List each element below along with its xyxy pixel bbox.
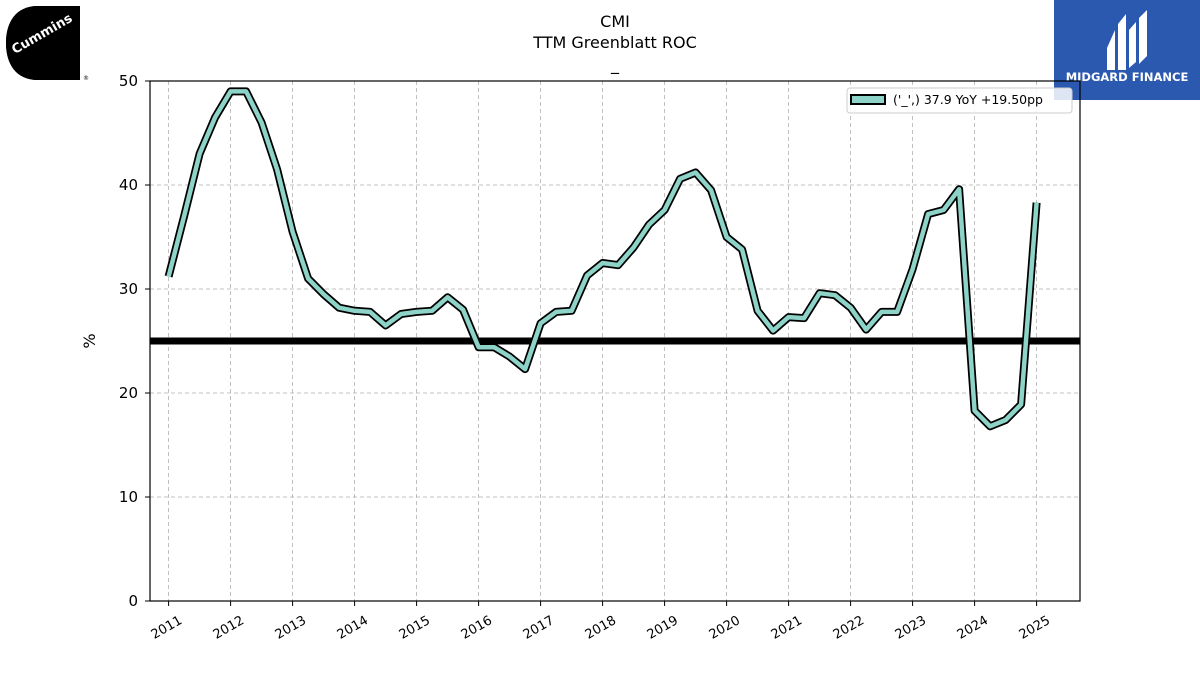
y-tick-label: 20	[119, 384, 138, 402]
x-tick-label: 2020	[707, 613, 743, 643]
legend-box	[846, 87, 1073, 114]
y-tick-label: 50	[119, 72, 138, 90]
svg-text:®: ®	[83, 75, 89, 82]
midgard-emblem-icon	[1107, 10, 1147, 70]
x-axis: 2011 2012 2013 2014 2015 2016 2017 2018 2019 2020…	[149, 601, 1053, 643]
series-line	[166, 89, 1039, 429]
cummins-logo: Cummins ®	[6, 6, 89, 82]
x-tick-label: 2017	[521, 613, 557, 643]
legend-label: ('_',) 37.9 YoY +19.50pp	[893, 92, 1043, 107]
x-tick-label: 2022	[831, 613, 867, 643]
midgard-logo-background	[1054, 0, 1200, 100]
x-tick-label: 2023	[893, 613, 929, 643]
chart-subtitle: TTM Greenblatt ROC	[532, 33, 697, 52]
x-tick-label: 2016	[459, 613, 495, 643]
plot-area: 0 10 20 30 40 50 2011 2012 2013 2014 2015 2016 2017…	[80, 72, 1081, 643]
plot-frame	[149, 80, 1081, 602]
y-axis: 0 10 20 30 40 50	[119, 72, 150, 610]
y-tick-label: 10	[119, 488, 138, 506]
legend: ('_',) 37.9 YoY +19.50pp	[846, 87, 1073, 114]
x-tick-label: 2014	[335, 613, 371, 643]
x-tick-label: 2024	[955, 613, 991, 643]
x-tick-label: 2025	[1017, 613, 1053, 643]
x-tick-label: 2019	[645, 613, 681, 643]
y-tick-label: 30	[119, 280, 138, 298]
y-axis-label: %	[80, 333, 99, 348]
chart-title: CMI	[600, 12, 630, 31]
x-tick-label: 2021	[769, 613, 805, 643]
series-layer	[164, 87, 1041, 431]
legend-swatch	[850, 94, 886, 105]
midgard-finance-logo: MIDGARD FINANCE	[1054, 0, 1200, 100]
y-tick-label: 40	[119, 176, 138, 194]
chart-marker: _	[610, 55, 620, 75]
midgard-logo-text: MIDGARD FINANCE	[1066, 70, 1189, 84]
x-tick-label: 2012	[211, 613, 247, 643]
x-tick-label: 2015	[397, 613, 433, 643]
y-tick-label: 0	[128, 592, 138, 610]
x-tick-label: 2013	[273, 613, 309, 643]
x-tick-label: 2011	[149, 613, 185, 643]
x-tick-label: 2018	[583, 613, 619, 643]
